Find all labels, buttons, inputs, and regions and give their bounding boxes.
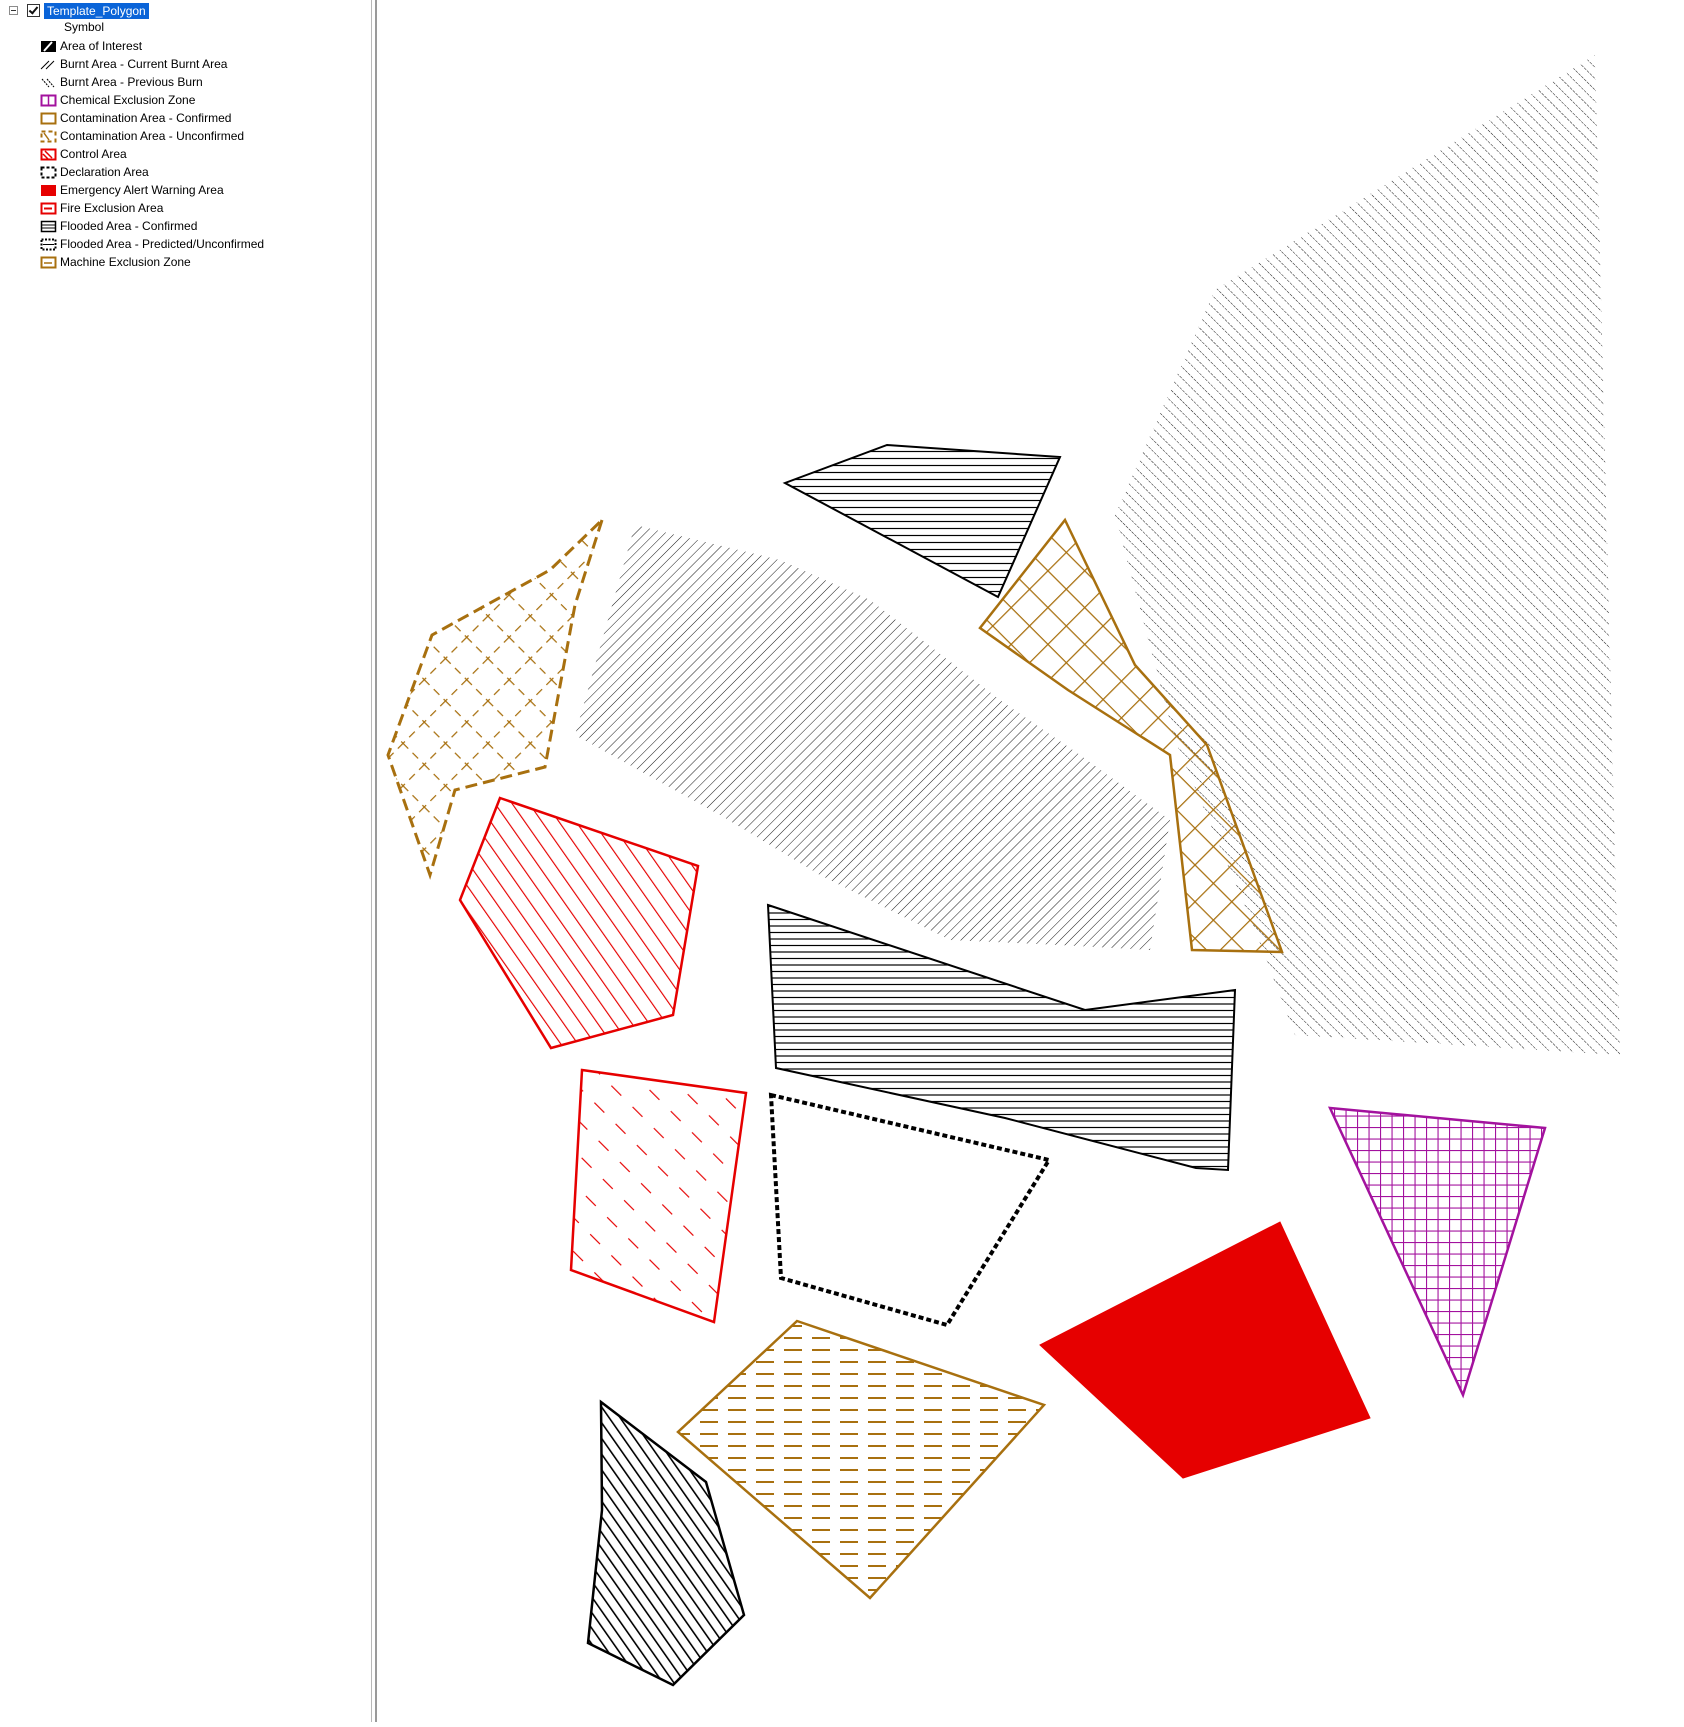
legend-label: Machine Exclusion Zone: [60, 255, 191, 269]
layer-visibility-checkbox[interactable]: [27, 4, 40, 17]
legend-label: Contamination Area - Confirmed: [60, 111, 232, 125]
burnt-current-symbol-icon: [40, 60, 55, 69]
contamination-confirmed-symbol-icon: [40, 112, 57, 124]
burnt-previous-symbol-icon: [41, 78, 55, 87]
legend-label: Chemical Exclusion Zone: [60, 93, 196, 107]
legend-item[interactable]: Burnt Area - Previous Burn: [40, 73, 264, 91]
layer-name[interactable]: Template_Polygon: [44, 2, 149, 19]
declaration-area-polygon[interactable]: [768, 1092, 1053, 1328]
legend-item[interactable]: Fire Exclusion Area: [40, 199, 264, 217]
legend-item[interactable]: Contamination Area - Confirmed: [40, 109, 264, 127]
flooded-predicted-symbol-icon: [40, 238, 57, 250]
emergency-alert-warning-area-polygon[interactable]: [1039, 1221, 1371, 1479]
burnt-area-previous-polygon[interactable]: [1115, 55, 1620, 1055]
fire-exclusion-area-polygon[interactable]: [569, 1068, 748, 1324]
contamination-area-unconfirmed-polygon[interactable]: [386, 518, 604, 880]
control-area-symbol-icon: [40, 148, 57, 160]
panel-splitter[interactable]: [375, 0, 377, 1722]
area-of-interest-polygon[interactable]: [586, 1399, 746, 1687]
collapse-icon[interactable]: [9, 6, 18, 15]
control-area-polygon[interactable]: [458, 796, 700, 1050]
machine-exclusion-symbol-icon: [40, 256, 57, 268]
legend-label: Fire Exclusion Area: [60, 201, 164, 215]
legend-label: Emergency Alert Warning Area: [60, 183, 224, 197]
fire-exclusion-symbol-icon: [40, 202, 57, 214]
flooded-confirmed-symbol-icon: [40, 220, 57, 232]
legend-label: Burnt Area - Current Burnt Area: [60, 57, 228, 71]
map-canvas[interactable]: [378, 0, 1684, 1722]
legend-item[interactable]: Area of Interest: [40, 37, 264, 55]
legend-item[interactable]: Machine Exclusion Zone: [40, 253, 264, 271]
legend-label: Area of Interest: [60, 39, 143, 53]
map-view[interactable]: [378, 0, 1684, 1722]
table-of-contents-panel: Template_Polygon Symbol Area of Interest…: [0, 0, 372, 1722]
legend-item[interactable]: Chemical Exclusion Zone: [40, 91, 264, 109]
legend-label: Control Area: [60, 147, 127, 161]
legend-label: Flooded Area - Confirmed: [60, 219, 198, 233]
area-of-interest-symbol-icon: [41, 40, 56, 52]
legend-item[interactable]: Emergency Alert Warning Area: [40, 181, 264, 199]
legend-item[interactable]: Burnt Area - Current Burnt Area: [40, 55, 264, 73]
symbol-header: Symbol: [64, 20, 105, 34]
legend-item[interactable]: Control Area: [40, 145, 264, 163]
chemical-exclusion-zone-polygon[interactable]: [1327, 1106, 1547, 1399]
emergency-alert-symbol-icon: [41, 184, 56, 196]
legend-item[interactable]: Flooded Area - Predicted/Unconfirmed: [40, 235, 264, 253]
declaration-area-symbol-icon: [40, 166, 57, 178]
machine-exclusion-zone-polygon[interactable]: [676, 1319, 1047, 1600]
legend-list: Area of Interest Burnt Area - Current Bu…: [40, 37, 264, 271]
legend-item[interactable]: Flooded Area - Confirmed: [40, 217, 264, 235]
legend-label: Flooded Area - Predicted/Unconfirmed: [60, 237, 265, 251]
chemical-exclusion-symbol-icon: [40, 94, 57, 106]
layer-row: Template_Polygon: [9, 2, 149, 19]
legend-label: Contamination Area - Unconfirmed: [60, 129, 245, 143]
legend-item[interactable]: Declaration Area: [40, 163, 264, 181]
flooded-area-polygon[interactable]: [766, 903, 1237, 1172]
legend-label: Declaration Area: [60, 165, 149, 179]
flooded-area-confirmed-polygon[interactable]: [782, 443, 1062, 599]
contamination-area-confirmed-polygon[interactable]: [978, 517, 1284, 954]
legend-label: Burnt Area - Previous Burn: [60, 75, 203, 89]
contamination-unconfirmed-symbol-icon: [40, 130, 57, 142]
legend-item[interactable]: Contamination Area - Unconfirmed: [40, 127, 264, 145]
burnt-area-current-polygon[interactable]: [575, 525, 1170, 950]
